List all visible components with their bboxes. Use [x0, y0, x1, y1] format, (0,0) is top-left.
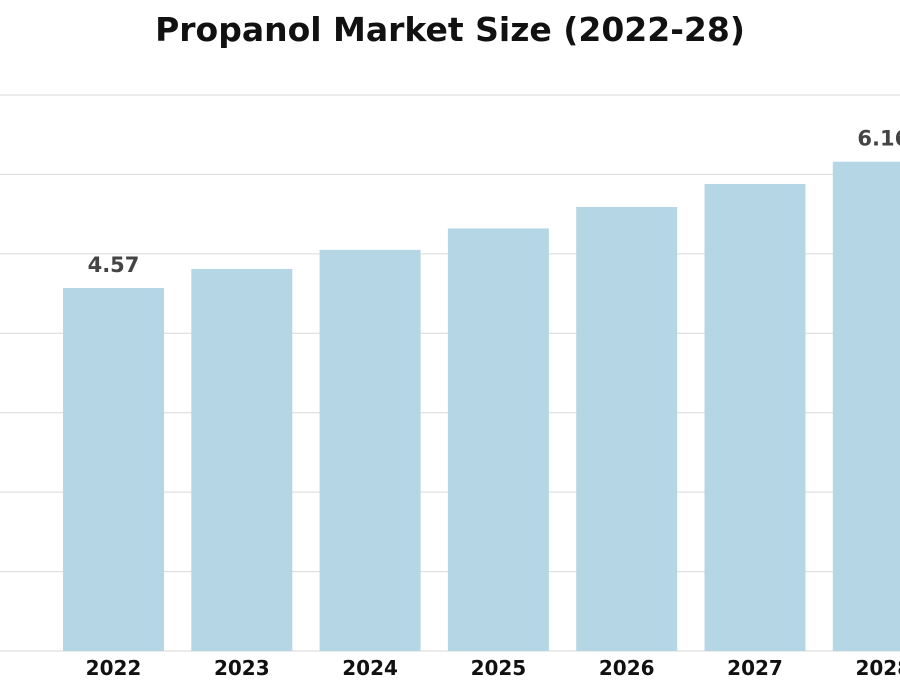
bars: [63, 161, 900, 651]
bar-2028: [832, 161, 900, 651]
bar-2024: [319, 249, 421, 651]
chart-title: Propanol Market Size (2022-28): [155, 10, 745, 49]
x-tick-2025: 2025: [471, 656, 527, 680]
x-tick-2023: 2023: [214, 656, 270, 680]
bar-2025: [447, 228, 549, 651]
x-tick-2026: 2026: [599, 656, 655, 680]
data-label-2022: 4.57: [88, 253, 140, 277]
x-axis-ticks: 2022 2023 2024 2025 2026 2027 2028: [86, 656, 900, 680]
bar-2022: [63, 288, 164, 651]
bar-2026: [576, 206, 678, 651]
data-labels: 4.57 6.16: [88, 127, 900, 277]
x-tick-2027: 2027: [727, 656, 783, 680]
bar-2023: [191, 268, 293, 651]
x-tick-2022: 2022: [86, 656, 142, 680]
data-label-2028: 6.16: [857, 127, 900, 151]
x-tick-2024: 2024: [342, 656, 398, 680]
bar-2027: [704, 183, 806, 651]
x-tick-2028: 2028: [855, 656, 900, 680]
